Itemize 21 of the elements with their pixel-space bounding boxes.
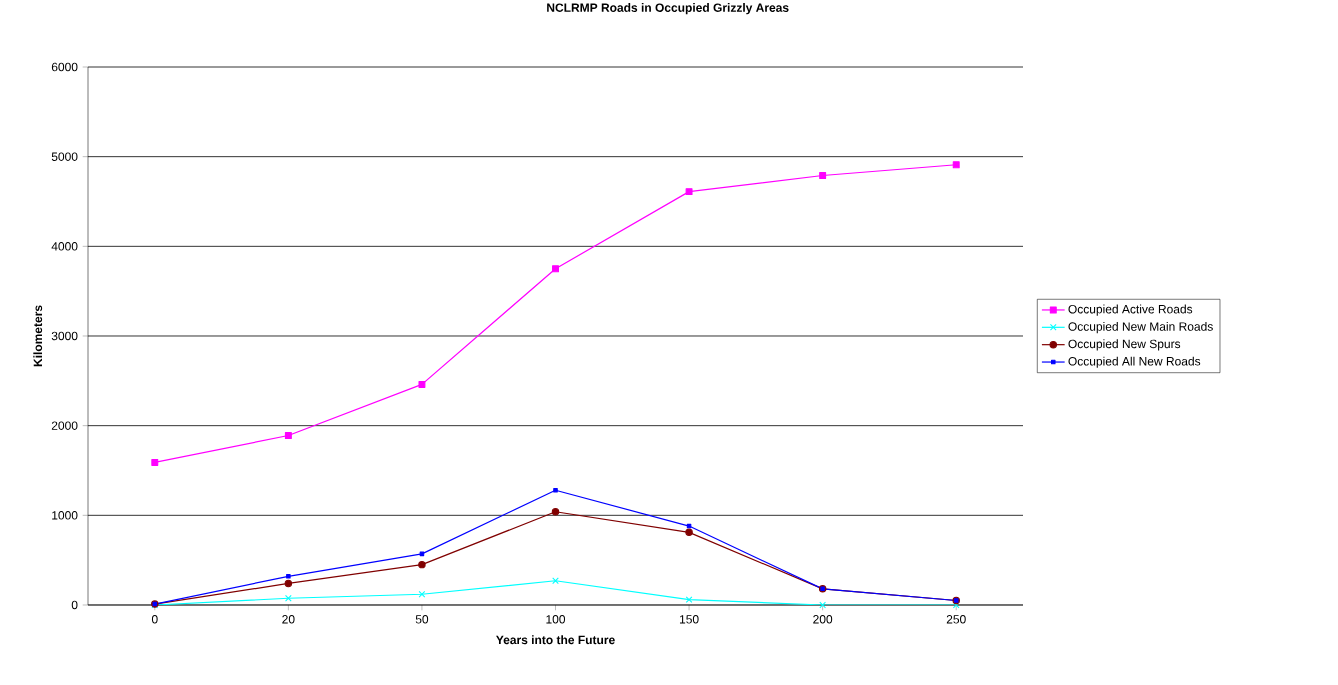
legend-label: Occupied Active Roads — [1068, 304, 1193, 316]
legend-label: Occupied New Spurs — [1068, 339, 1181, 351]
y-tick-label: 4000 — [51, 242, 78, 251]
x-tick-label: 0 — [151, 615, 158, 624]
legend-label: Occupied New Main Roads — [1068, 321, 1213, 334]
x-tick-label: 200 — [813, 615, 833, 624]
y-tick-label: 2000 — [51, 421, 78, 430]
y-tick-label: 1000 — [52, 511, 78, 520]
x-tick-label: 100 — [546, 615, 566, 624]
x-tick-label: 250 — [946, 615, 966, 624]
x-axis-title: Years into the Future — [496, 635, 615, 645]
x-tick-label: 150 — [679, 615, 699, 624]
y-tick-label: 3000 — [51, 331, 78, 341]
chart-title: NCLRMP Roads in Occupied Grizzly Areas — [547, 3, 789, 15]
y-tick-label: 0 — [71, 600, 78, 610]
y-tick-label: 6000 — [51, 62, 78, 72]
legend-label: Occupied All New Roads — [1068, 356, 1201, 368]
x-tick-label: 50 — [415, 615, 429, 624]
y-axis-title: Kilometers — [33, 305, 43, 367]
x-tick-label: 20 — [282, 615, 295, 624]
y-tick-label: 5000 — [51, 152, 78, 161]
